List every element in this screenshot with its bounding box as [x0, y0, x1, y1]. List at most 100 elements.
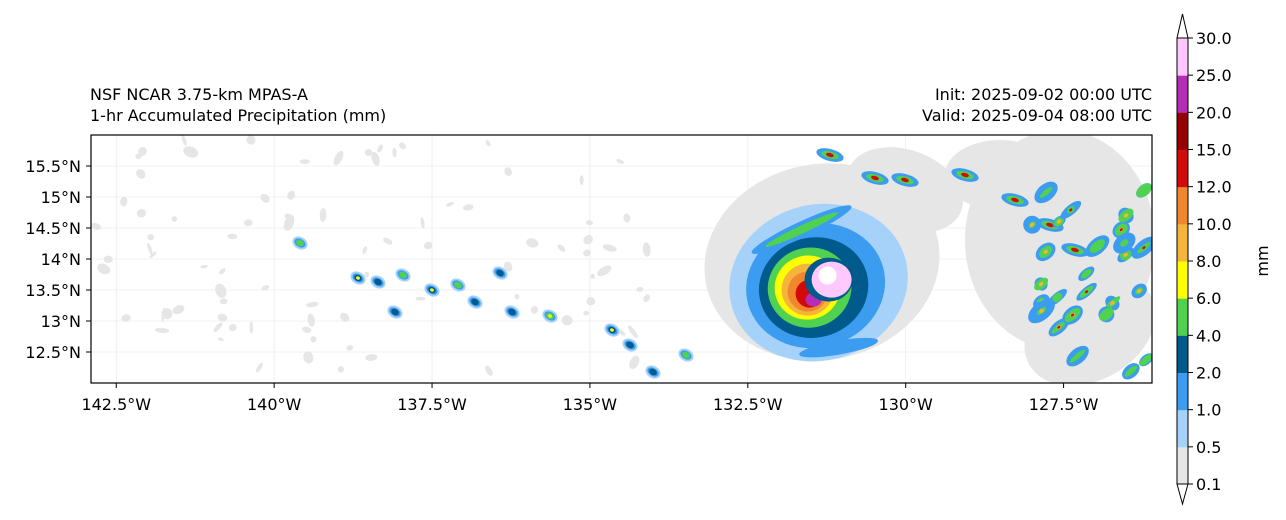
- colorbar-segment: [1177, 409, 1188, 448]
- precip-cell: [1120, 239, 1129, 247]
- colorbar-segment: [1177, 298, 1188, 336]
- precip-cell: [399, 271, 407, 279]
- lat-tick-label: 13°N: [41, 312, 81, 331]
- colorbar-segment: [1177, 186, 1188, 225]
- lon-tick-label: 140°W: [247, 395, 302, 414]
- light-rain-fragment: [579, 175, 584, 185]
- precip-cell: [1119, 228, 1123, 232]
- light-rain-fragment: [228, 323, 237, 332]
- precip-cell: [1139, 353, 1152, 366]
- lat-tick-label: 12.5°N: [25, 343, 81, 362]
- colorbar-tick-label: 10.0: [1196, 215, 1232, 234]
- precip-cell: [1069, 208, 1073, 212]
- light-rain-fragment: [260, 193, 270, 203]
- light-rain-fragment: [213, 322, 223, 333]
- light-rain-fragment: [218, 268, 226, 275]
- light-rain-fragment: [287, 190, 296, 200]
- light-rain-fragment: [91, 222, 102, 230]
- light-rain-fragment: [583, 310, 590, 316]
- colorbar-segment: [1177, 335, 1188, 373]
- light-rain-fragment: [299, 159, 311, 165]
- precip-cell: [1123, 252, 1128, 257]
- precip-cell: [391, 308, 399, 316]
- light-rain-fragment: [310, 336, 317, 343]
- precip-cell: [1124, 365, 1138, 377]
- light-rain-fragment: [392, 147, 397, 158]
- light-rain-fragment: [583, 235, 593, 245]
- precip-cell: [1056, 219, 1062, 224]
- lon-tick-label: 130°W: [879, 395, 934, 414]
- precip-cell: [1029, 222, 1035, 227]
- longitude-axis: 142.5°W 140°W 137.5°W 135°W 132.5°W 130°W 127.…: [81, 383, 1099, 414]
- light-rain-fragment: [561, 315, 573, 326]
- light-rain-fragment: [154, 327, 170, 333]
- colorbar-tick-label: 0.1: [1196, 475, 1221, 494]
- colorbar-tick-label: 2.0: [1196, 364, 1221, 383]
- light-rain-fragment: [138, 147, 147, 156]
- light-rain-fragment: [616, 159, 624, 164]
- light-rain-fragment: [383, 237, 393, 245]
- light-rain-fragment: [303, 351, 314, 364]
- precip-cell: [1123, 213, 1129, 218]
- init-time: Init: 2025-09-02 00:00 UTC: [934, 85, 1152, 104]
- light-rain-fragment: [371, 151, 380, 166]
- light-rain-fragment: [514, 293, 520, 300]
- precip-cell: [1070, 313, 1075, 317]
- colorbar-unit-label: mm: [1253, 245, 1272, 276]
- light-rain-fragment: [377, 144, 383, 153]
- light-rain-fragment: [200, 264, 208, 269]
- light-rain-fragment: [602, 244, 617, 252]
- light-rain-fragment: [306, 301, 319, 308]
- light-rain-fragment: [485, 140, 491, 147]
- light-rain-fragment: [583, 249, 591, 257]
- light-rain-fragment: [398, 142, 407, 150]
- light-rain-fragment: [530, 306, 539, 314]
- light-rain-fragment: [161, 308, 173, 320]
- spiral-band: [765, 212, 838, 247]
- colorbar-segment: [1177, 223, 1188, 262]
- precip-cell: [1081, 269, 1092, 279]
- light-rain-fragment: [120, 196, 128, 207]
- precip-cell: [871, 175, 879, 181]
- precip-cell: [1099, 307, 1114, 322]
- light-rain-fragment: [333, 150, 344, 166]
- light-rain-fragment: [340, 312, 350, 322]
- light-rain-fragment: [243, 219, 253, 227]
- light-rain-fragment: [364, 149, 373, 156]
- lon-tick-label: 137.5°W: [397, 395, 467, 414]
- colorbar-segment: [1177, 75, 1188, 113]
- storm-rain-shield: [846, 147, 964, 233]
- light-rain-fragment: [526, 238, 539, 248]
- precip-cell: [901, 177, 909, 183]
- light-rain-fragment: [628, 325, 638, 339]
- colorbar-tick-label: 1.0: [1196, 401, 1221, 420]
- precip-cell: [1039, 186, 1053, 198]
- precip-cell: [430, 288, 434, 292]
- light-rain-fragment: [217, 337, 224, 342]
- lat-tick-label: 14.5°N: [25, 219, 81, 238]
- light-rain-fragment: [504, 261, 513, 272]
- light-rain-fragment: [149, 251, 157, 259]
- precip-cell: [1069, 349, 1086, 363]
- light-rain-fragment: [171, 216, 178, 222]
- colorbar-tick-label: 12.0: [1196, 178, 1232, 197]
- precip-cell: [682, 351, 690, 359]
- light-rain-fragment: [135, 153, 142, 160]
- light-rain-fragment: [219, 298, 228, 305]
- light-rain-fragment: [585, 220, 593, 226]
- light-rain-fragment: [420, 217, 425, 229]
- light-rain-fragment: [629, 355, 640, 370]
- colorbar-segment: [1177, 149, 1188, 188]
- precip-cell: [454, 281, 462, 289]
- precip-cell: [496, 269, 504, 277]
- precip-cell: [508, 308, 516, 316]
- light-rain-fragment: [415, 296, 426, 301]
- precip-cell: [1084, 290, 1089, 294]
- light-rain-fragment: [103, 255, 113, 263]
- precipitation-field: [91, 135, 1152, 383]
- light-rain-fragment: [636, 286, 644, 292]
- light-rain-fragment: [307, 313, 315, 327]
- colorbar-segment: [1177, 38, 1188, 76]
- lat-tick-label: 15.5°N: [25, 157, 81, 176]
